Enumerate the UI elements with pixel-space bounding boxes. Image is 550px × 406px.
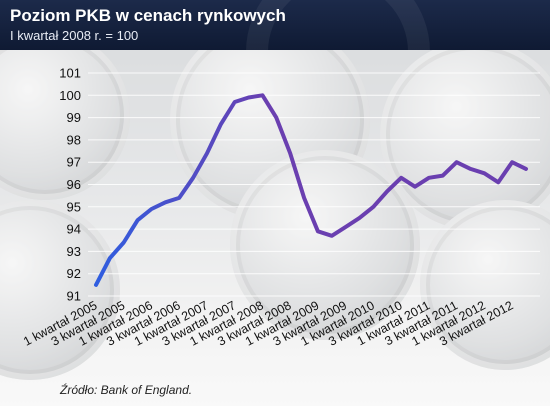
y-tick-label: 100: [59, 88, 81, 103]
y-tick-label: 93: [67, 244, 81, 259]
coin-image: [230, 150, 420, 340]
data-point: [205, 151, 209, 155]
data-point: [358, 216, 362, 220]
data-point: [399, 176, 403, 180]
data-point: [191, 176, 195, 180]
data-point: [136, 218, 140, 222]
data-point: [94, 283, 98, 287]
background-overlay: [0, 50, 550, 406]
data-point: [122, 240, 126, 244]
data-point: [219, 122, 223, 126]
y-tick-label: 98: [67, 132, 81, 147]
data-point: [455, 160, 459, 164]
data-point: [330, 234, 334, 238]
data-point: [344, 225, 348, 229]
y-tick-label: 101: [59, 66, 81, 81]
source-note: Źródło: Bank of England.: [60, 383, 193, 397]
data-point: [149, 207, 153, 211]
y-tick-label: 97: [67, 155, 81, 170]
data-point: [510, 160, 514, 164]
data-point: [177, 196, 181, 200]
chart-title: Poziom PKB w cenach rynkowych: [10, 6, 286, 25]
y-tick-label: 96: [67, 177, 81, 192]
data-point: [427, 176, 431, 180]
y-tick-label: 94: [67, 222, 81, 237]
data-point: [288, 151, 292, 155]
data-point: [108, 256, 112, 260]
data-point: [482, 171, 486, 175]
data-point: [316, 229, 320, 233]
data-point: [524, 167, 528, 171]
data-point: [247, 96, 251, 100]
data-point: [385, 189, 389, 193]
y-tick-label: 95: [67, 199, 81, 214]
gdp-series-line: [94, 93, 528, 287]
data-point: [274, 116, 278, 120]
data-point: [371, 205, 375, 209]
data-point: [496, 180, 500, 184]
data-point: [441, 174, 445, 178]
data-point: [302, 196, 306, 200]
chart-subtitle: I kwartał 2008 r. = 100: [10, 28, 139, 43]
y-tick-label: 92: [67, 266, 81, 281]
data-point: [163, 200, 167, 204]
data-point: [413, 185, 417, 189]
y-tick-label: 91: [67, 289, 81, 304]
y-tick-label: 99: [67, 110, 81, 125]
data-point: [260, 93, 264, 97]
data-point: [469, 167, 473, 171]
data-point: [233, 100, 237, 104]
coin-image: [420, 200, 550, 370]
